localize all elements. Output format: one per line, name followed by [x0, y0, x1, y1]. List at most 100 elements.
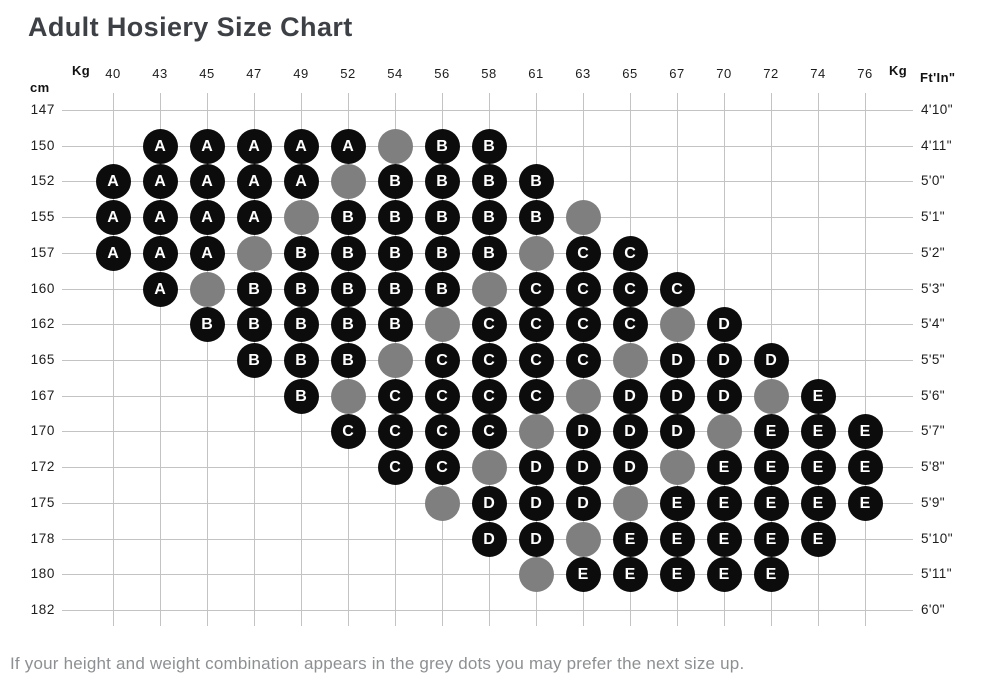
kg-tick-label: 49 — [293, 66, 309, 81]
kg-tick-label: 40 — [105, 66, 121, 81]
size-dot: B — [330, 199, 366, 235]
size-dot: C — [565, 342, 601, 378]
kg-tick-label: 67 — [669, 66, 685, 81]
size-dot: D — [565, 449, 601, 485]
size-dot: E — [753, 449, 789, 485]
ftin-tick-label: 5'1" — [921, 209, 945, 224]
next-size-up-dot — [565, 199, 601, 235]
next-size-up-dot — [377, 128, 413, 164]
next-size-up-dot — [236, 235, 272, 271]
size-dot: B — [283, 235, 319, 271]
size-dot: A — [189, 163, 225, 199]
next-size-up-dot — [659, 449, 695, 485]
size-dot: E — [659, 485, 695, 521]
size-dot: A — [142, 163, 178, 199]
cm-tick-label: 170 — [30, 423, 55, 438]
size-dot: D — [659, 342, 695, 378]
size-dot: E — [706, 521, 742, 557]
ftin-tick-label: 5'0" — [921, 173, 945, 188]
size-dot: C — [565, 271, 601, 307]
cm-tick-label: 147 — [30, 102, 55, 117]
size-dot: E — [800, 413, 836, 449]
size-dot: C — [471, 378, 507, 414]
kg-tick-label: 72 — [763, 66, 779, 81]
size-dot: B — [471, 163, 507, 199]
cm-tick-label: 155 — [30, 209, 55, 224]
size-dot: B — [424, 271, 460, 307]
next-size-up-dot — [659, 306, 695, 342]
ftin-tick-label: 6'0" — [921, 602, 945, 617]
size-dot: E — [800, 378, 836, 414]
size-dot: C — [518, 342, 554, 378]
ftin-tick-label: 5'2" — [921, 245, 945, 260]
next-size-up-dot — [471, 449, 507, 485]
size-dot: C — [518, 378, 554, 414]
size-dot: B — [236, 306, 272, 342]
cm-tick-label: 157 — [30, 245, 55, 260]
cm-tick-label: 165 — [30, 352, 55, 367]
size-dot: B — [377, 199, 413, 235]
cm-tick-label: 172 — [30, 459, 55, 474]
cm-tick-label: 162 — [30, 316, 55, 331]
ftin-tick-label: 5'11" — [921, 566, 952, 581]
size-dot: B — [518, 199, 554, 235]
size-dot: C — [518, 306, 554, 342]
size-dot: C — [424, 413, 460, 449]
size-dot: B — [377, 271, 413, 307]
size-dot: C — [612, 271, 648, 307]
kg-tick-label: 58 — [481, 66, 497, 81]
size-dot: C — [565, 306, 601, 342]
kg-tick-label: 52 — [340, 66, 356, 81]
next-size-up-dot — [330, 378, 366, 414]
size-dot: A — [142, 235, 178, 271]
size-dot: A — [189, 235, 225, 271]
size-dot: A — [236, 163, 272, 199]
ftin-tick-label: 5'8" — [921, 459, 945, 474]
cm-tick-label: 160 — [30, 281, 55, 296]
size-dot: C — [424, 378, 460, 414]
next-size-up-dot — [424, 485, 460, 521]
size-dot: D — [706, 342, 742, 378]
size-dot: B — [236, 271, 272, 307]
ftin-tick-label: 5'4" — [921, 316, 945, 331]
ftin-tick-label: 5'3" — [921, 281, 945, 296]
size-dot: B — [424, 128, 460, 164]
size-dot: C — [330, 413, 366, 449]
next-size-up-dot — [518, 235, 554, 271]
cm-tick-label: 175 — [30, 495, 55, 510]
size-dot: E — [659, 521, 695, 557]
size-dot: B — [377, 235, 413, 271]
grid-vline — [113, 93, 114, 626]
size-dot: E — [612, 556, 648, 592]
kg-tick-label: 43 — [152, 66, 168, 81]
size-dot: E — [706, 556, 742, 592]
size-dot: E — [800, 449, 836, 485]
size-dot: B — [518, 163, 554, 199]
size-dot: D — [659, 378, 695, 414]
next-size-up-dot — [189, 271, 225, 307]
size-dot: A — [189, 199, 225, 235]
size-dot: C — [377, 378, 413, 414]
size-dot: C — [471, 306, 507, 342]
grid-hline — [62, 610, 913, 611]
size-dot: A — [142, 199, 178, 235]
size-dot: B — [330, 306, 366, 342]
size-dot: A — [330, 128, 366, 164]
size-dot: C — [612, 235, 648, 271]
next-size-up-dot — [283, 199, 319, 235]
size-dot: B — [283, 271, 319, 307]
size-dot: B — [283, 378, 319, 414]
kg-tick-label: 61 — [528, 66, 544, 81]
size-dot: E — [565, 556, 601, 592]
kg-tick-label: 47 — [246, 66, 262, 81]
kg-tick-label: 45 — [199, 66, 215, 81]
size-dot: A — [95, 199, 131, 235]
grid-vline — [865, 93, 866, 626]
size-dot: C — [424, 449, 460, 485]
size-dot: E — [800, 485, 836, 521]
ftin-axis-label: Ft'In" — [920, 70, 956, 85]
size-dot: A — [236, 128, 272, 164]
size-dot: B — [377, 306, 413, 342]
ftin-tick-label: 4'10" — [921, 102, 953, 117]
